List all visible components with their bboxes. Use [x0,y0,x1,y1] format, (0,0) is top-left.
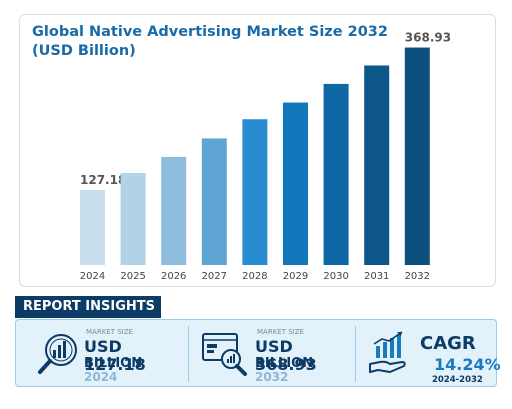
market-size-label: MARKET SIZE [257,328,304,336]
market-size-2024-block: MARKET SIZE USD 127.18 BILLION 2024 [16,320,186,386]
growth-hand-icon [369,331,406,373]
x-tick-label: 2025 [120,271,145,282]
bar-2025 [120,172,146,265]
market-size-2032-block: MARKET SIZE USD 368.93 BILLION 2032 [189,320,355,386]
market-size-year: 2024 [84,370,118,384]
bar-2024 [80,190,105,265]
cagr-title: CAGR [420,333,476,354]
dashboard-magnifier-icon [202,333,247,376]
x-tick-label: 2028 [242,271,267,282]
cagr-value: 14.24% [434,355,501,374]
bar-2029 [283,102,308,266]
report-insights-heading: REPORT INSIGHTS [15,296,161,318]
bar-2031 [364,65,390,265]
cagr-years: 2024-2032 [432,375,483,385]
market-size-label: MARKET SIZE [86,328,133,336]
report-insights-panel: MARKET SIZE USD 127.18 BILLION 2024 MARK… [15,319,501,387]
data-label: 368.93 [405,31,451,45]
x-tick-label: 2031 [364,271,389,282]
bar-2028 [242,119,268,265]
bar-2030 [323,83,349,265]
x-tick-label: 2029 [283,271,308,282]
market-size-2032-value: USD 368.93 [255,337,317,374]
market-size-unit: BILLION [84,356,143,371]
x-tick-label: 2024 [80,271,105,282]
bar-2032 [404,47,430,265]
divider [355,326,356,382]
chart-title: Global Native Advertising Market Size 20… [32,24,388,59]
x-tick-label: 2030 [323,271,348,282]
market-size-year: 2032 [255,370,289,384]
chart-magnifier-icon [38,334,77,374]
bar-2026 [161,156,187,265]
divider [188,326,189,382]
market-size-2024-value: USD 127.18 [84,337,146,374]
bar-2027 [201,138,227,265]
x-tick-label: 2026 [161,271,186,282]
cagr-block: CAGR 14.24% 2024-2032 [356,320,501,386]
bar-chart: 2024 127.18 2025 2026 2027 2028 2029 2030 2031 20… [80,31,451,282]
x-tick-label: 2032 [405,271,430,282]
data-label: 127.18 [80,173,126,187]
x-tick-label: 2027 [202,271,227,282]
market-size-unit: BILLION [255,356,314,371]
